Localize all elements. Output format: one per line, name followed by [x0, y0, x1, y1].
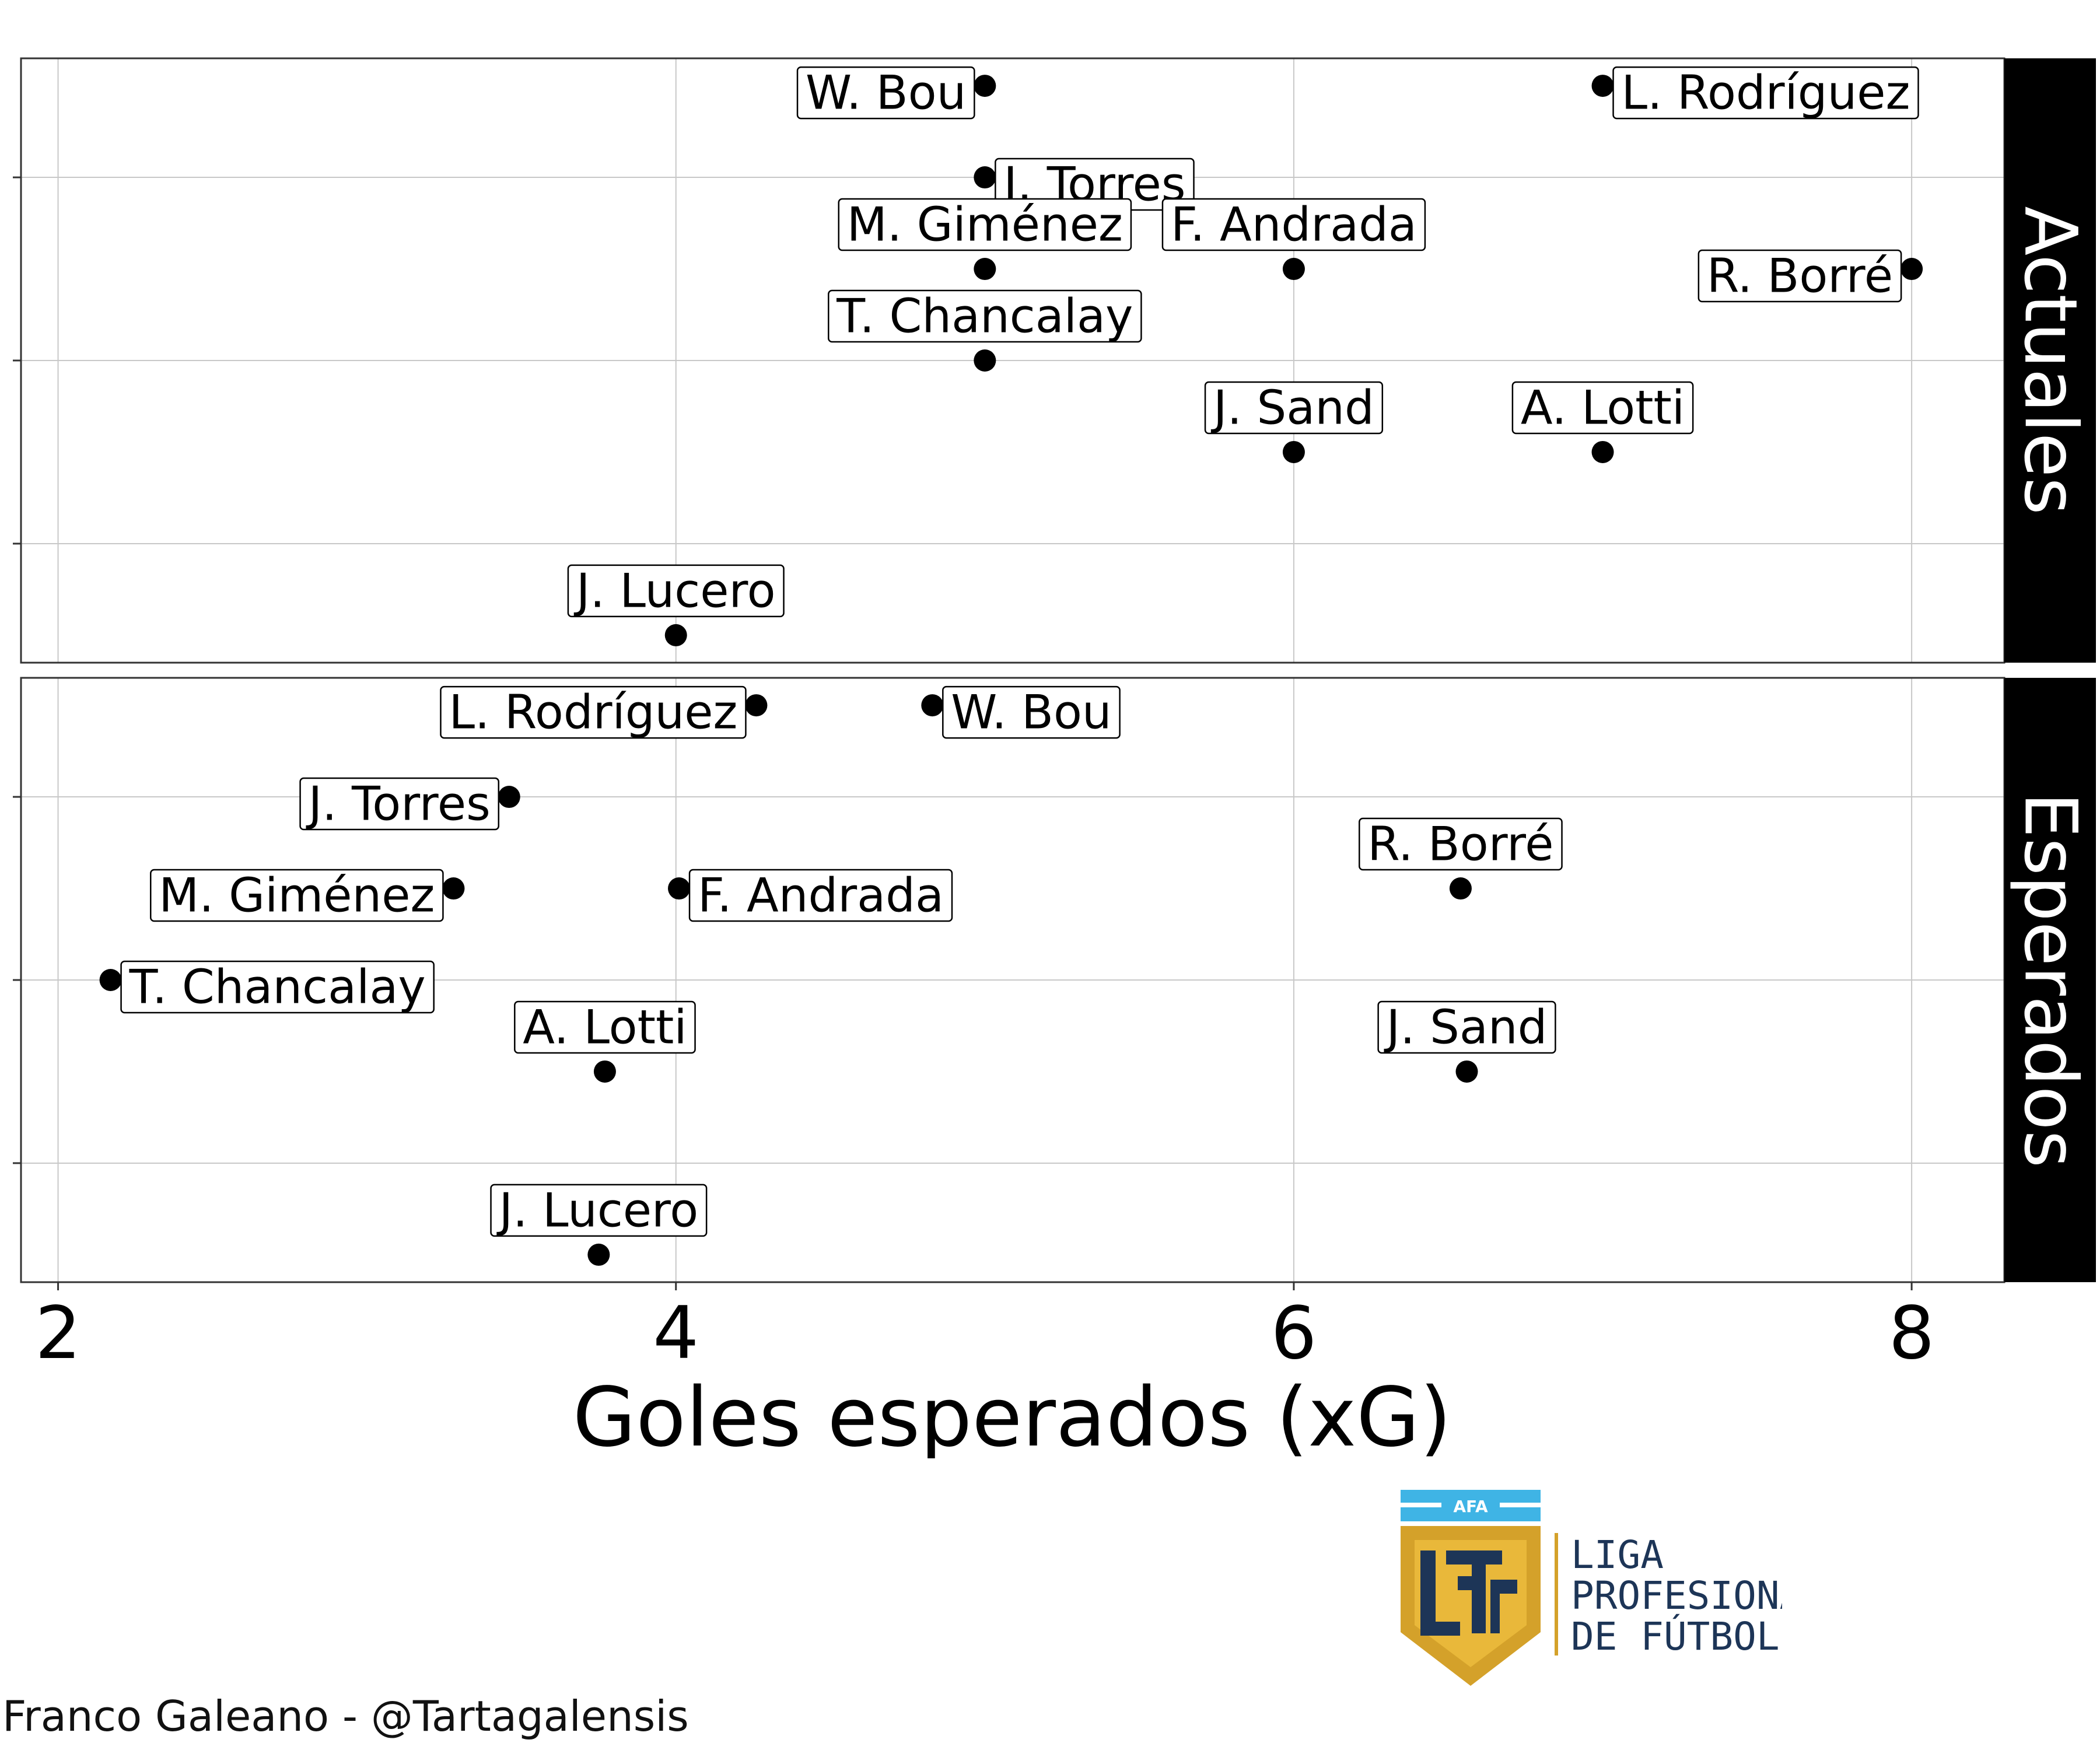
facet-strip-label: Actuales — [2008, 206, 2092, 514]
point-label-box — [1511, 381, 1694, 435]
point-label-text: L. Rodríguez — [449, 685, 737, 740]
data-point — [1591, 75, 1614, 97]
faceted-scatter-chart: Actuales W. Bou L. Rodríguez J. Torres M. Gi… — [13, 57, 2096, 1458]
data-point — [745, 694, 768, 717]
author-credit: Franco Galeano - @Tartagalensis — [2, 1692, 689, 1741]
data-point — [664, 624, 687, 646]
data-point — [498, 786, 520, 808]
point-label-box — [1377, 1000, 1556, 1054]
point-label: F. Andrada — [688, 869, 953, 923]
point-label-box — [796, 66, 975, 120]
point-label: W. Bou — [796, 66, 975, 120]
facet-strip — [2004, 678, 2096, 1282]
liga-profesional-logo: AFA LIGA PROFESIONAL DE FÚTBOL — [1397, 1486, 1826, 1693]
point-label-text: F. Andrada — [698, 869, 944, 923]
facet-strip — [2004, 58, 2096, 663]
x-tick-label: 4 — [653, 1292, 699, 1376]
point-label-box — [1359, 817, 1563, 871]
point-label: L. Rodríguez — [440, 685, 747, 740]
data-point — [1455, 1060, 1478, 1083]
svg-text:PROFESIONAL: PROFESIONAL — [1571, 1573, 1782, 1618]
data-point — [1591, 440, 1614, 463]
data-point — [593, 1060, 616, 1083]
data-point — [442, 877, 465, 900]
point-label: R. Borré — [1698, 249, 1902, 303]
data-point — [587, 1243, 610, 1266]
point-label: W. Bou — [942, 685, 1121, 740]
data-point — [1282, 258, 1305, 281]
svg-text:DE FÚTBOL: DE FÚTBOL — [1571, 1614, 1780, 1659]
point-label-box — [1698, 249, 1902, 303]
data-point — [99, 969, 122, 991]
svg-text:AFA: AFA — [1453, 1497, 1488, 1516]
point-label-box — [150, 869, 444, 922]
point-label-box — [828, 289, 1142, 343]
point-label: J. Lucero — [490, 1183, 708, 1237]
point-label-text: A. Lotti — [523, 1000, 687, 1054]
point-label-text: A. Lotti — [1521, 380, 1685, 435]
point-label: J. Lucero — [567, 564, 785, 618]
point-label-box — [514, 1000, 696, 1054]
point-label-box — [688, 869, 953, 922]
facet-strip-label: Esperados — [2008, 792, 2092, 1168]
point-label-text: J. Lucero — [573, 564, 776, 618]
point-label-box — [567, 564, 785, 618]
point-label-box — [299, 777, 500, 831]
point-label-text: J. Sand — [1210, 380, 1374, 435]
point-label-box — [440, 685, 747, 739]
x-tick-label: 2 — [35, 1292, 81, 1376]
point-label: J. Sand — [1204, 380, 1384, 435]
data-point — [1449, 877, 1472, 900]
point-label: J. Sand — [1377, 1000, 1556, 1054]
point-label-box — [838, 198, 1132, 251]
point-label-text: J. Torres — [306, 777, 491, 831]
point-label-text: L. Rodríguez — [1622, 66, 1910, 120]
point-label-text: J. Lucero — [496, 1183, 699, 1237]
point-label-text: M. Giménez — [159, 869, 435, 923]
point-label-box — [1612, 66, 1919, 120]
point-label-text: T. Chancalay — [129, 960, 426, 1014]
data-point — [974, 258, 996, 281]
data-point — [1901, 258, 1923, 281]
point-label: L. Rodríguez — [1612, 66, 1919, 120]
point-label-text: R. Borré — [1707, 249, 1893, 303]
svg-text:LIGA: LIGA — [1571, 1532, 1664, 1577]
point-label-text: W. Bou — [951, 685, 1111, 740]
lpf-crest-icon: AFA LIGA PROFESIONAL DE FÚTBOL — [1401, 1490, 1826, 1686]
data-point — [1282, 440, 1305, 463]
point-label-box — [942, 685, 1121, 739]
point-label: M. Giménez — [150, 869, 444, 923]
point-label: A. Lotti — [514, 1000, 696, 1054]
x-axis: 2 4 6 8 — [35, 1282, 1935, 1376]
point-label-text: J. Sand — [1384, 1000, 1548, 1054]
point-label: M. Giménez — [838, 198, 1132, 252]
point-label: R. Borré — [1359, 817, 1563, 872]
point-label-text: T. Chancalay — [836, 289, 1133, 344]
facet-panel-esperados: Esperados L. Rodríguez W. Bou J. Torres M. G… — [13, 677, 2096, 1283]
point-label-text: F. Andrada — [1171, 198, 1417, 252]
point-label: A. Lotti — [1511, 380, 1694, 435]
point-label: J. Torres — [299, 777, 500, 831]
data-point — [921, 694, 944, 717]
point-label-text: M. Giménez — [847, 198, 1123, 252]
data-point — [974, 75, 996, 97]
point-label-box — [1161, 198, 1426, 251]
x-tick-label: 8 — [1889, 1292, 1935, 1376]
point-label-box — [490, 1184, 708, 1237]
data-point — [974, 166, 996, 189]
x-axis-title: Goles esperados (xG) — [573, 1370, 1452, 1458]
point-label: T. Chancalay — [828, 289, 1142, 344]
point-label-box — [1204, 381, 1384, 435]
point-label: F. Andrada — [1161, 198, 1426, 252]
data-point — [668, 877, 691, 900]
point-label: T. Chancalay — [120, 960, 435, 1014]
point-label-text: W. Bou — [806, 66, 966, 120]
x-tick-label: 6 — [1270, 1292, 1317, 1376]
point-label-box — [120, 960, 435, 1014]
data-point — [974, 349, 996, 372]
point-label-text: R. Borré — [1367, 817, 1553, 872]
